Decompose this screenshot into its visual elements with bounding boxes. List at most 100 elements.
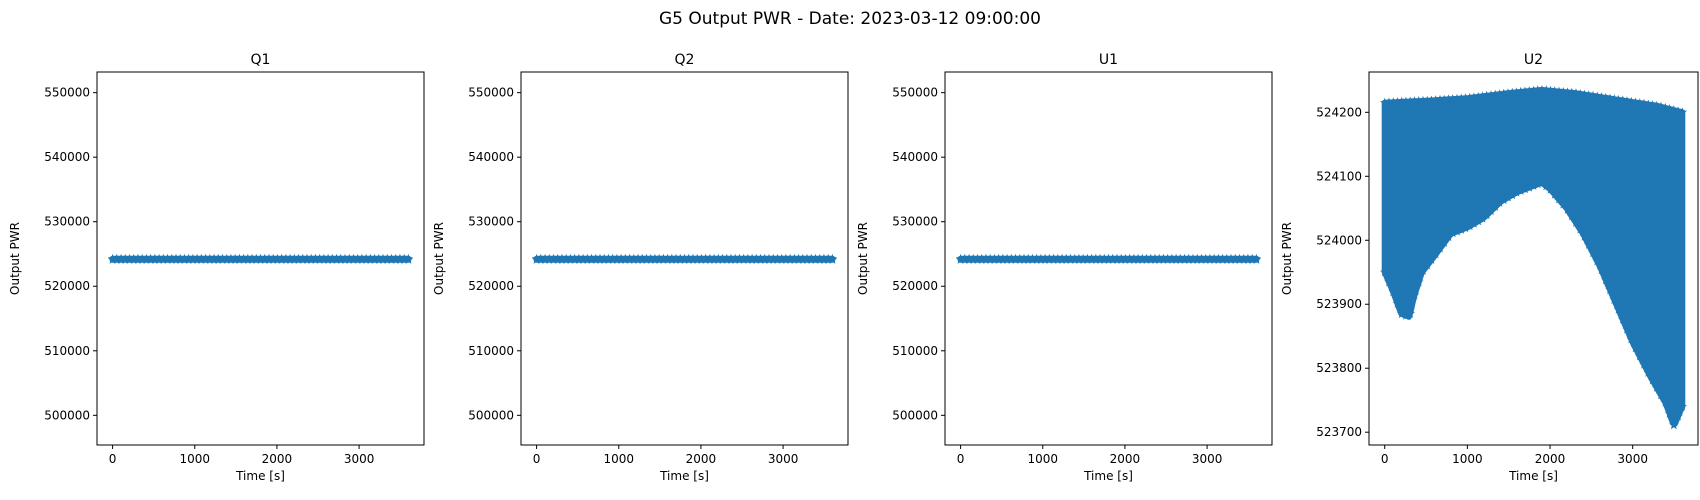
data-point [1554,86,1564,96]
x-axis-label: Time [s] [235,469,285,483]
x-axis-label: Time [s] [1083,469,1133,483]
data-point [120,254,130,264]
data-point [743,254,753,264]
y-tick-label: 540000 [892,150,938,164]
data-point [1524,182,1534,192]
data-point [302,254,312,264]
data-point [217,254,228,264]
data-point [641,254,652,264]
data-point [650,254,660,264]
data-point [1660,397,1670,407]
data-point [557,254,567,264]
data-point [1397,96,1407,106]
data-point [1507,87,1517,97]
panel-title: Q1 [251,52,271,68]
data-point [162,254,173,264]
data-point [1528,85,1539,95]
data-point [1234,254,1245,264]
data-point [713,254,724,264]
data-point [1129,254,1139,264]
data-point [188,254,198,264]
data-point [1669,420,1679,430]
data-point [722,254,732,264]
data-point [1473,216,1483,226]
data-point [591,254,601,264]
data-point [1507,190,1517,200]
data-point [1609,94,1619,104]
y-tick-label: 530000 [892,215,938,229]
data-point [1209,254,1219,264]
data-point [1579,231,1590,241]
y-tick-label: 524200 [1316,105,1362,119]
data-point [624,254,635,264]
data-band [955,253,1262,264]
data-point [1584,239,1594,249]
data-point [1124,254,1135,264]
data-point [734,254,745,264]
data-point [1452,93,1462,103]
data-point [1192,254,1202,264]
data-point [1575,224,1585,234]
data-point [1635,98,1645,108]
data-point [1567,211,1577,221]
x-tick-label: 3000 [1192,452,1223,466]
data-point [781,254,791,264]
data-point [1171,254,1181,264]
data-point [1660,102,1670,112]
data-point [1571,217,1581,227]
data-point [1469,92,1479,102]
data-point [175,254,185,264]
axes-frame [1368,71,1699,446]
y-tick-label: 510000 [468,344,514,358]
data-point [399,254,409,264]
y-tick-label: 523700 [1316,425,1362,439]
data-point [1392,298,1403,308]
x-tick-label: 1000 [1452,452,1483,466]
data-point [281,254,291,264]
data-point [1575,89,1585,98]
data-point [1108,254,1118,264]
data-point [1002,254,1012,264]
data-point [1069,254,1080,264]
data-point [793,254,804,264]
data-point [675,254,685,264]
axes-frame [96,71,425,446]
y-tick-label: 540000 [44,150,90,164]
data-point [268,254,278,264]
data-point [531,254,542,264]
y-tick-label: 550000 [468,86,514,100]
data-point [688,254,698,264]
data-point [616,254,626,264]
data-point [1635,351,1645,361]
data-point [620,254,631,264]
data-point [1243,254,1253,264]
data-point [243,254,253,264]
data-point [1677,107,1687,117]
data-point [1490,89,1500,99]
data-point [998,254,1008,264]
data-point [1401,96,1411,106]
data-point [1477,91,1488,101]
data-point [137,254,147,264]
data-point [179,254,190,264]
data-point [1213,254,1224,264]
data-point [561,254,571,264]
data-point [1167,254,1177,264]
data-point [1137,254,1148,264]
data-point [1439,237,1449,247]
data-point [1196,254,1207,264]
data-point [1465,92,1475,102]
data-point [1584,90,1594,100]
data-point [548,254,559,264]
data-point [200,254,211,264]
data-point [1435,94,1445,104]
data-point [603,254,614,264]
data-point [1482,210,1492,220]
x-tick-label: 0 [1381,452,1389,466]
data-point [1217,254,1228,264]
data-point [1639,98,1649,108]
y-tick-label: 524100 [1316,169,1362,183]
data-point [1533,179,1543,189]
data-point [1015,254,1025,264]
data-point [1524,86,1534,96]
